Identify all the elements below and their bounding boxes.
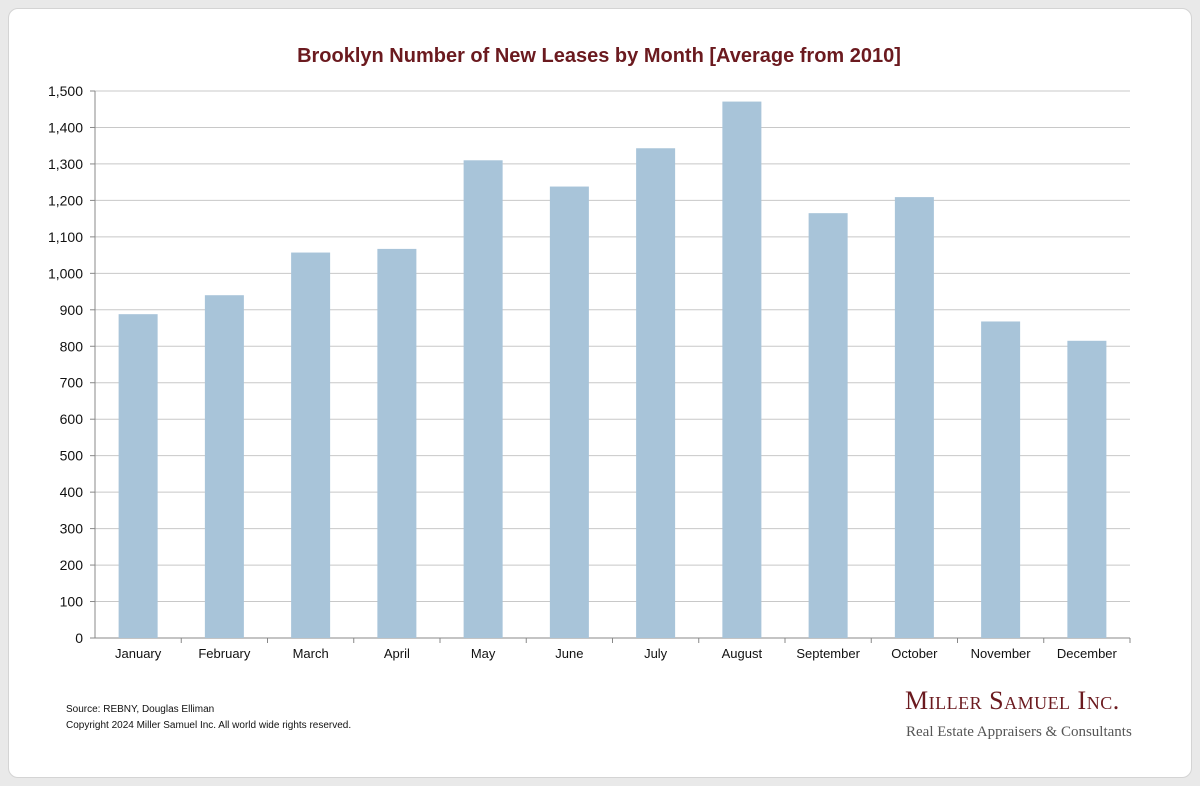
- y-tick-label: 200: [60, 557, 84, 573]
- x-tick-label: October: [891, 646, 938, 661]
- company-logo-tagline: Real Estate Appraisers & Consultants: [906, 724, 1132, 740]
- y-tick-label: 1,000: [48, 265, 83, 281]
- y-tick-label: 700: [60, 375, 84, 391]
- bar-january: [118, 314, 158, 638]
- bar-august: [722, 101, 762, 639]
- y-tick-label: 1,300: [48, 156, 83, 172]
- x-tick-label: August: [722, 646, 763, 661]
- bar-march: [291, 252, 331, 638]
- bar-june: [549, 186, 589, 638]
- bar-april: [377, 248, 417, 638]
- y-tick-label: 400: [60, 484, 84, 500]
- copyright-note: Copyright 2024 Miller Samuel Inc. All wo…: [66, 720, 352, 731]
- bar-may: [463, 160, 503, 638]
- y-tick-label: 1,100: [48, 229, 83, 245]
- y-tick-label: 1,500: [48, 83, 83, 99]
- x-tick-label: April: [384, 646, 410, 661]
- chart-title: Brooklyn Number of New Leases by Month […: [297, 45, 901, 67]
- bar-december: [1067, 340, 1107, 638]
- y-tick-label: 0: [75, 630, 83, 646]
- y-tick-label: 100: [60, 594, 84, 610]
- x-tick-label: November: [971, 646, 1032, 661]
- y-tick-label: 300: [60, 521, 84, 537]
- x-tick-label: September: [796, 646, 860, 661]
- y-tick-label: 1,400: [48, 119, 83, 135]
- y-tick-label: 800: [60, 338, 84, 354]
- y-tick-label: 500: [60, 448, 84, 464]
- bar-july: [636, 148, 676, 638]
- x-tick-label: February: [198, 646, 251, 661]
- x-tick-label: March: [293, 646, 329, 661]
- x-tick-label: December: [1057, 646, 1118, 661]
- bar-september: [808, 213, 848, 638]
- y-tick-label: 1,200: [48, 192, 83, 208]
- y-tick-label: 600: [60, 411, 84, 427]
- x-tick-label: May: [471, 646, 496, 661]
- bar-november: [981, 321, 1021, 638]
- x-tick-label: July: [644, 646, 668, 661]
- company-logo-name: Miller Samuel Inc.: [905, 686, 1120, 715]
- y-tick-label: 900: [60, 302, 84, 318]
- bar-february: [204, 295, 244, 638]
- source-note: Source: REBNY, Douglas Elliman: [66, 704, 215, 715]
- x-tick-label: January: [115, 646, 162, 661]
- bar-october: [894, 197, 934, 639]
- x-tick-label: June: [555, 646, 583, 661]
